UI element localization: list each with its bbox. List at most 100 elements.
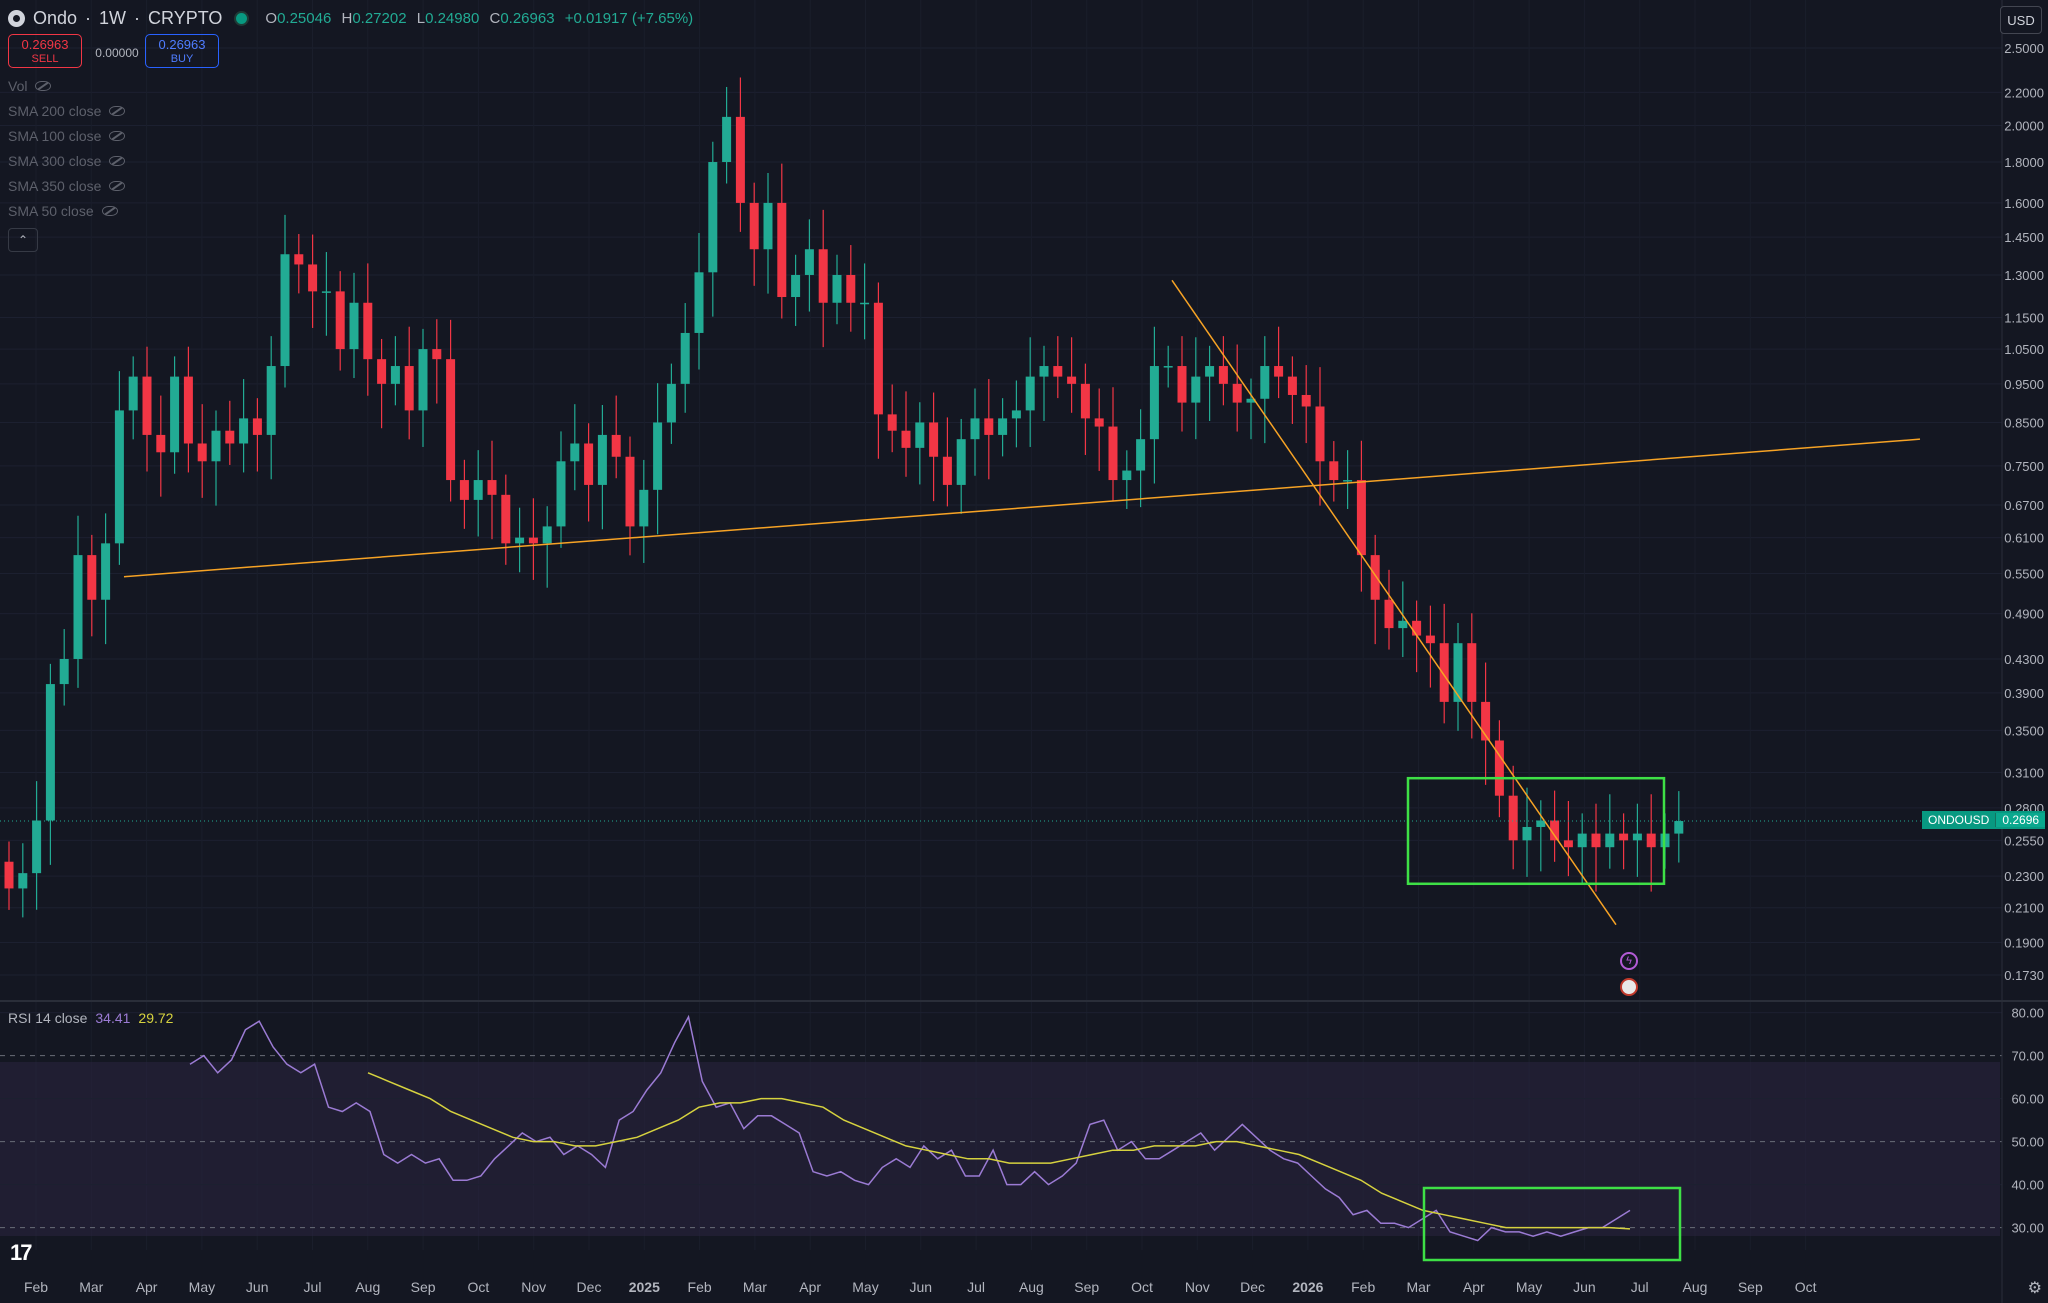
candle-body (611, 434, 621, 457)
candle-body (1453, 643, 1463, 702)
rsi-band (0, 1062, 2000, 1236)
candle-body (252, 418, 262, 435)
candle-body (846, 274, 856, 303)
indicator-sma-350[interactable]: SMA 350 close (8, 178, 126, 194)
candle-body (1577, 833, 1587, 848)
price-tick-label: 0.4900 (2004, 607, 2044, 622)
candle-body (1481, 701, 1491, 741)
down-trendline (1171, 279, 1617, 926)
rsi-legend[interactable]: RSI 14 close 34.41 29.72 (8, 1010, 174, 1026)
symbol-name[interactable]: Ondo (33, 7, 78, 28)
candle-body (280, 254, 290, 367)
time-tick-label: Dec (1240, 1279, 1265, 1295)
chart-header: Ondo · 1W · CRYPTO O0.25046 H0.27202 L0.… (0, 0, 693, 36)
eye-hidden-icon[interactable] (109, 181, 126, 191)
time-tick-label: Aug (355, 1279, 380, 1295)
price-tick-label: 0.3100 (2004, 766, 2044, 781)
candle-body (1301, 394, 1311, 407)
candle-body (1439, 643, 1449, 702)
candle-body (915, 422, 925, 448)
candle-body (694, 272, 704, 333)
candle-body (225, 430, 235, 444)
candle-body (832, 274, 842, 303)
candle-body (570, 443, 580, 462)
interval[interactable]: 1W (99, 7, 127, 28)
candle-body (321, 291, 331, 293)
candle-body (1260, 366, 1270, 399)
candle-body (349, 302, 359, 350)
candle-body (4, 861, 14, 889)
candle-body (763, 202, 773, 250)
candle-body (1522, 826, 1532, 841)
market-status-icon (236, 12, 248, 24)
candle-body (45, 684, 55, 821)
candle-body (597, 434, 607, 485)
candle-body (101, 543, 111, 600)
candle-body (114, 410, 124, 544)
indicator-sma-200[interactable]: SMA 200 close (8, 103, 126, 119)
time-tick-label: May (189, 1279, 215, 1295)
tradingview-logo-icon[interactable]: 17 (10, 1240, 33, 1265)
candle-body (777, 202, 787, 298)
time-tick-label: Sep (1738, 1279, 1763, 1295)
time-tick-label: Jul (304, 1279, 322, 1295)
candle-body (791, 274, 801, 298)
time-tick-label: Sep (411, 1279, 436, 1295)
candle-body (211, 430, 221, 462)
time-tick-label: Jun (1573, 1279, 1596, 1295)
indicator-sma-100[interactable]: SMA 100 close (8, 128, 126, 144)
candle-body (335, 291, 345, 350)
price-tick-label: 0.5500 (2004, 567, 2044, 582)
last-price-tag: ONDOUSD 0.2696 (1922, 811, 2046, 829)
candle-body (666, 383, 676, 423)
candle-body (197, 443, 207, 462)
candle-body (390, 366, 400, 384)
eye-hidden-icon[interactable] (109, 106, 126, 116)
indicator-vol[interactable]: Vol (8, 78, 52, 94)
lightning-event-icon[interactable]: ϟ (1620, 952, 1638, 970)
price-grid (0, 47, 2002, 976)
collapse-legend-button[interactable]: ⌃ (8, 228, 38, 252)
time-tick-label: Jul (1631, 1279, 1649, 1295)
candle-body (680, 332, 690, 384)
flag-event-icon[interactable] (1620, 978, 1638, 996)
sell-button[interactable]: 0.26963 SELL (8, 34, 82, 68)
candle-body (239, 418, 249, 444)
eye-hidden-icon[interactable] (109, 131, 126, 141)
time-tick-label: Feb (1351, 1279, 1375, 1295)
eye-hidden-icon[interactable] (35, 81, 52, 91)
time-tick-label: Apr (799, 1279, 821, 1295)
time-tick-label: Mar (1406, 1279, 1430, 1295)
candle-body (1412, 620, 1422, 636)
time-tick-label: Mar (79, 1279, 103, 1295)
candle-body (1356, 480, 1366, 556)
candle-body (1232, 383, 1242, 403)
currency-button[interactable]: USD (2000, 6, 2042, 34)
candle-body (1094, 418, 1104, 427)
candle-body (942, 456, 952, 485)
candle-body (984, 418, 994, 435)
eye-hidden-icon[interactable] (101, 206, 118, 216)
price-axis: 2.5000 2.2000 2.0000 1.8000 1.6000 1.4500 1.30… (2004, 41, 2044, 983)
eye-hidden-icon[interactable] (109, 156, 126, 166)
price-tick-label: 0.2300 (2004, 869, 2044, 884)
time-tick-label: Jul (967, 1279, 985, 1295)
candle-body (1025, 376, 1035, 411)
candle-body (929, 422, 939, 457)
candle-body (1343, 480, 1353, 482)
candle-body (1646, 833, 1656, 848)
time-tick-label: Jun (910, 1279, 933, 1295)
price-tick-label: 2.5000 (2004, 41, 2044, 56)
candle-body (294, 254, 304, 265)
buy-button[interactable]: 0.26963 BUY (145, 34, 219, 68)
ohlc-values: O0.25046 H0.27202 L0.24980 C0.26963 +0.0… (265, 9, 694, 27)
indicator-sma-50[interactable]: SMA 50 close (8, 203, 118, 219)
settings-gear-icon[interactable]: ⚙ (2027, 1280, 2042, 1297)
candles (4, 77, 1684, 918)
price-tick-label: 0.1730 (2004, 968, 2044, 983)
indicator-sma-300[interactable]: SMA 300 close (8, 153, 126, 169)
candle-body (1287, 376, 1297, 395)
candle-body (542, 526, 552, 544)
time-tick-label: May (1516, 1279, 1542, 1295)
